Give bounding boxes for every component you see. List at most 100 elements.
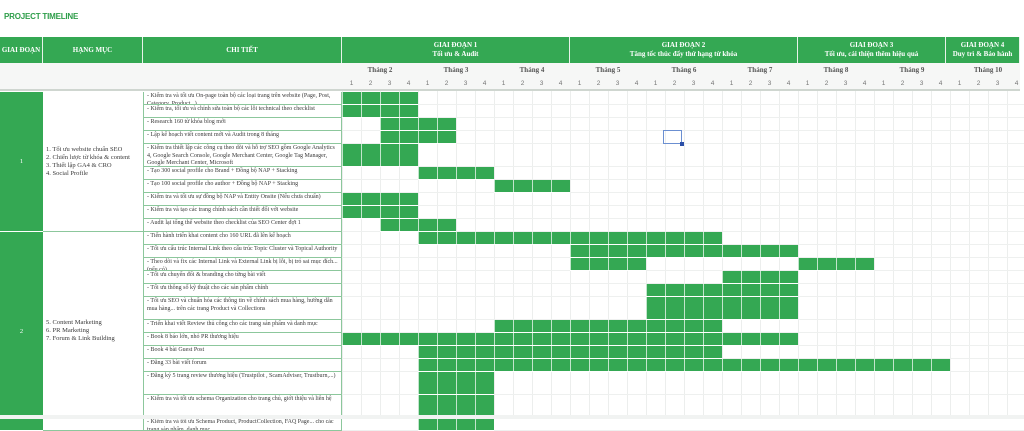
row-gridline	[342, 117, 1024, 118]
gantt-bar[interactable]	[418, 359, 950, 372]
row-gridline	[342, 104, 1024, 105]
phase-1-label: GIAI ĐOẠN 1	[433, 41, 478, 49]
detail-cell[interactable]: - Audit lại tổng thể website theo checkl…	[143, 219, 342, 232]
gantt-bar[interactable]	[418, 418, 494, 431]
gantt-bar[interactable]	[570, 245, 798, 258]
week-label: 3	[615, 79, 620, 87]
gantt-bar[interactable]	[646, 284, 798, 297]
gantt-row	[342, 206, 1024, 219]
page-title: PROJECT TIMELINE	[4, 12, 79, 21]
week-label: 3	[539, 79, 544, 87]
gantt-bar[interactable]	[722, 271, 798, 284]
detail-cell[interactable]: - Kiểm tra và tạo các trang chính sách c…	[143, 206, 342, 219]
week-label: 1	[653, 79, 658, 87]
detail-cell[interactable]: - Kiểm tra và tối ưu sự đồng bộ NAP và E…	[143, 193, 342, 206]
gantt-row	[342, 346, 1024, 359]
week-label: 2	[748, 79, 753, 87]
bottom-strip	[0, 415, 1024, 419]
week-label: 3	[919, 79, 924, 87]
week-label: 2	[824, 79, 829, 87]
gantt-bar[interactable]	[418, 232, 722, 245]
row-gridline	[342, 192, 1024, 193]
row-gridline	[342, 394, 1024, 395]
row-gridline	[342, 218, 1024, 219]
gantt-bar[interactable]	[418, 167, 494, 180]
detail-cell[interactable]: - Đăng ký 5 trang review thương hiệu (Tr…	[143, 372, 342, 395]
gantt-bar[interactable]	[342, 333, 798, 346]
gantt-row	[342, 372, 1024, 395]
week-label: 1	[729, 79, 734, 87]
gantt-bar[interactable]	[342, 105, 418, 118]
week-label: 4	[482, 79, 487, 87]
week-label: 1	[957, 79, 962, 87]
month-label: Tháng 2	[367, 66, 393, 74]
detail-cell[interactable]: - Tiến hành triển khai content cho 160 U…	[143, 232, 342, 245]
gantt-row	[342, 105, 1024, 118]
gantt-row	[342, 92, 1024, 105]
gantt-bar[interactable]	[418, 372, 494, 395]
month-label: Tháng 8	[823, 66, 849, 74]
week-label: 4	[634, 79, 639, 87]
cell-selection[interactable]	[663, 130, 684, 146]
gantt-bar[interactable]	[342, 144, 418, 167]
gantt-bar[interactable]	[380, 118, 456, 131]
detail-cell[interactable]: - Tạo 300 social profile cho Brand + Đồn…	[143, 167, 342, 180]
gantt-bar[interactable]	[380, 219, 456, 232]
row-gridline	[342, 283, 1024, 284]
week-label: 4	[938, 79, 943, 87]
header-phase: GIAI ĐOẠN	[0, 37, 43, 63]
week-label: 1	[881, 79, 886, 87]
gantt-bar[interactable]	[342, 206, 418, 219]
gantt-row	[342, 131, 1024, 144]
detail-cell[interactable]: - Theo dõi và fix các Internal Link và E…	[143, 258, 342, 271]
subheader-band	[0, 63, 1020, 89]
detail-cell[interactable]: - Triển khai viết Review thủ công cho cá…	[143, 320, 342, 333]
detail-cell[interactable]: - Tạo 100 social profile cho author + Đồ…	[143, 180, 342, 193]
gantt-row	[342, 144, 1024, 167]
gantt-bar[interactable]	[494, 320, 722, 333]
gantt-bar[interactable]	[798, 258, 874, 271]
gantt-row	[342, 118, 1024, 131]
row-gridline	[342, 205, 1024, 206]
detail-cell[interactable]: - Lập kế hoạch viết content mới và Audit…	[143, 131, 342, 144]
detail-cell[interactable]: - Kiểm tra và tối ưu On-page toàn bộ các…	[143, 92, 342, 105]
gantt-row	[342, 258, 1024, 271]
phase-2-label: GIAI ĐOẠN 2	[661, 41, 706, 49]
phase-cell: 1	[0, 92, 43, 232]
header-separator	[0, 89, 1020, 91]
week-label: 2	[976, 79, 981, 87]
gantt-bar[interactable]	[342, 193, 418, 206]
detail-cell[interactable]: - Kiểm tra và tối ưu Schema Product, Pro…	[143, 418, 342, 431]
gantt-row	[342, 359, 1024, 372]
week-label: 3	[387, 79, 392, 87]
gantt-bar[interactable]	[570, 258, 646, 271]
detail-cell[interactable]: - Đăng 33 bài viết forum	[143, 359, 342, 372]
detail-cell[interactable]: - Tối ưu chuyển đổi & branding cho từng …	[143, 271, 342, 284]
detail-cell[interactable]: - Kiểm tra, tối ưu và chỉnh sửa toàn bộ …	[143, 105, 342, 118]
gantt-bar[interactable]	[418, 346, 722, 359]
gantt-bar[interactable]	[380, 131, 456, 144]
gantt-row	[342, 219, 1024, 232]
gantt-bar[interactable]	[494, 180, 570, 193]
week-label: 3	[767, 79, 772, 87]
detail-cell[interactable]: - Tối ưu SEO và chuẩn hóa các thông tin …	[143, 297, 342, 320]
detail-cell[interactable]: - Book 4 bài Guest Post	[143, 346, 342, 359]
detail-cell[interactable]: - Book 8 báo lớn, nhỏ PR thương hiệu	[143, 333, 342, 346]
row-gridline	[342, 166, 1024, 167]
week-label: 2	[596, 79, 601, 87]
phase-1-sub: Tối ưu & Audit	[432, 50, 479, 58]
detail-cell[interactable]: - Tối ưu thông số kỹ thuật cho các sản p…	[143, 284, 342, 297]
detail-cell[interactable]: - Tối ưu cấu trúc Internal Link theo cấu…	[143, 245, 342, 258]
gantt-bar[interactable]	[342, 92, 418, 105]
week-label: 2	[444, 79, 449, 87]
week-label: 3	[691, 79, 696, 87]
detail-cell[interactable]: - Kiểm tra thiết lập các công cụ theo dõ…	[143, 144, 342, 167]
month-label: Tháng 5	[595, 66, 621, 74]
week-label: 2	[368, 79, 373, 87]
week-label: 2	[672, 79, 677, 87]
category-cell: 5. Content Marketing 6. PR Marketing 7. …	[43, 232, 143, 431]
gantt-bar[interactable]	[418, 395, 494, 418]
phase-3-sub: Tối ưu, cải thiện thêm hiệu quả	[824, 50, 919, 58]
gantt-bar[interactable]	[646, 297, 798, 320]
detail-cell[interactable]: - Research 160 từ khóa blog mới	[143, 118, 342, 131]
